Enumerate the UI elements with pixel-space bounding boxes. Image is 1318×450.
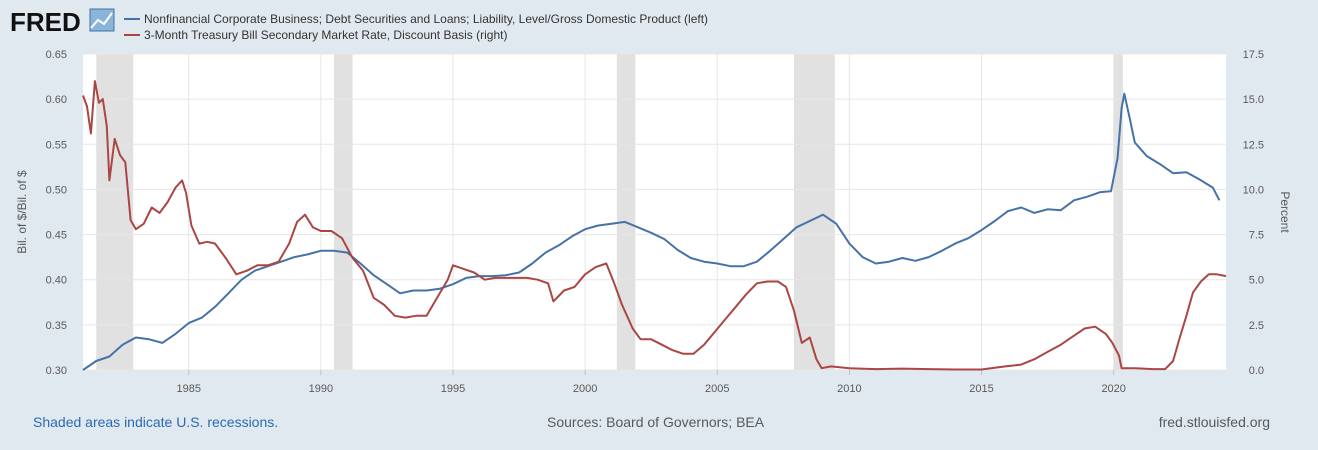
- y-tick-left: 0.55: [46, 139, 67, 151]
- y-tick-left: 0.40: [46, 275, 67, 287]
- y-axis-right-title: Percent: [1278, 191, 1292, 233]
- legend-label-left: Nonfinancial Corporate Business; Debt Se…: [144, 12, 708, 26]
- y-tick-left: 0.35: [46, 320, 67, 332]
- series-line-tbill-rate[interactable]: [82, 80, 1227, 371]
- y-tick-right: 10.0: [1243, 184, 1264, 196]
- x-tick-label: 1990: [309, 383, 333, 395]
- x-tick-label: 1985: [176, 383, 200, 395]
- x-tick-label: 2000: [573, 383, 597, 395]
- x-tick-label: 1995: [441, 383, 465, 395]
- site-link[interactable]: fred.stlouisfed.org: [1158, 414, 1270, 430]
- y-tick-left: 0.50: [46, 184, 67, 196]
- recession-band: [616, 54, 636, 370]
- series-line-debt-to-gdp[interactable]: [82, 92, 1221, 371]
- recession-band: [793, 54, 835, 370]
- y-tick-right: 17.5: [1243, 49, 1264, 61]
- y-axis-left-title: Bil. of $/Bil. of $: [15, 170, 29, 254]
- x-tick-label: 2005: [705, 383, 729, 395]
- sources-text: Sources: Board of Governors; BEA: [547, 414, 765, 430]
- chart-line-icon: [89, 8, 115, 32]
- x-tick-label: 2010: [837, 383, 861, 395]
- gridlines: [83, 53, 1226, 371]
- recession-band: [96, 54, 134, 370]
- fred-logo-text: FRED: [10, 7, 81, 37]
- y-tick-left: 0.60: [46, 94, 67, 106]
- series-lines: [82, 80, 1227, 371]
- x-tick-label: 2015: [969, 383, 993, 395]
- y-tick-right: 0.0: [1249, 365, 1264, 377]
- recession-shading: [96, 54, 1123, 370]
- legend-label-right: 3-Month Treasury Bill Secondary Market R…: [144, 28, 507, 42]
- y-tick-right: 15.0: [1243, 94, 1264, 106]
- recession-band: [1113, 54, 1123, 370]
- x-tick-label: 2020: [1101, 383, 1125, 395]
- recession-band: [334, 54, 353, 370]
- y-tick-right: 2.5: [1249, 320, 1264, 332]
- legend: Nonfinancial Corporate Business; Debt Se…: [124, 12, 708, 42]
- y-tick-left: 0.65: [46, 49, 67, 61]
- y-tick-right: 5.0: [1249, 275, 1264, 287]
- y-tick-left: 0.45: [46, 230, 67, 242]
- axis-ticks: 0.30 0.35 0.40 0.45 0.50 0.55 0.60 0.65 0.0 2.5 5.…: [46, 49, 1264, 395]
- plot-area: [83, 54, 1226, 370]
- y-tick-left: 0.30: [46, 365, 67, 377]
- y-tick-right: 12.5: [1243, 139, 1264, 151]
- recession-note[interactable]: Shaded areas indicate U.S. recessions.: [33, 414, 279, 430]
- y-tick-right: 7.5: [1249, 230, 1264, 242]
- fred-logo[interactable]: FRED: [10, 7, 115, 37]
